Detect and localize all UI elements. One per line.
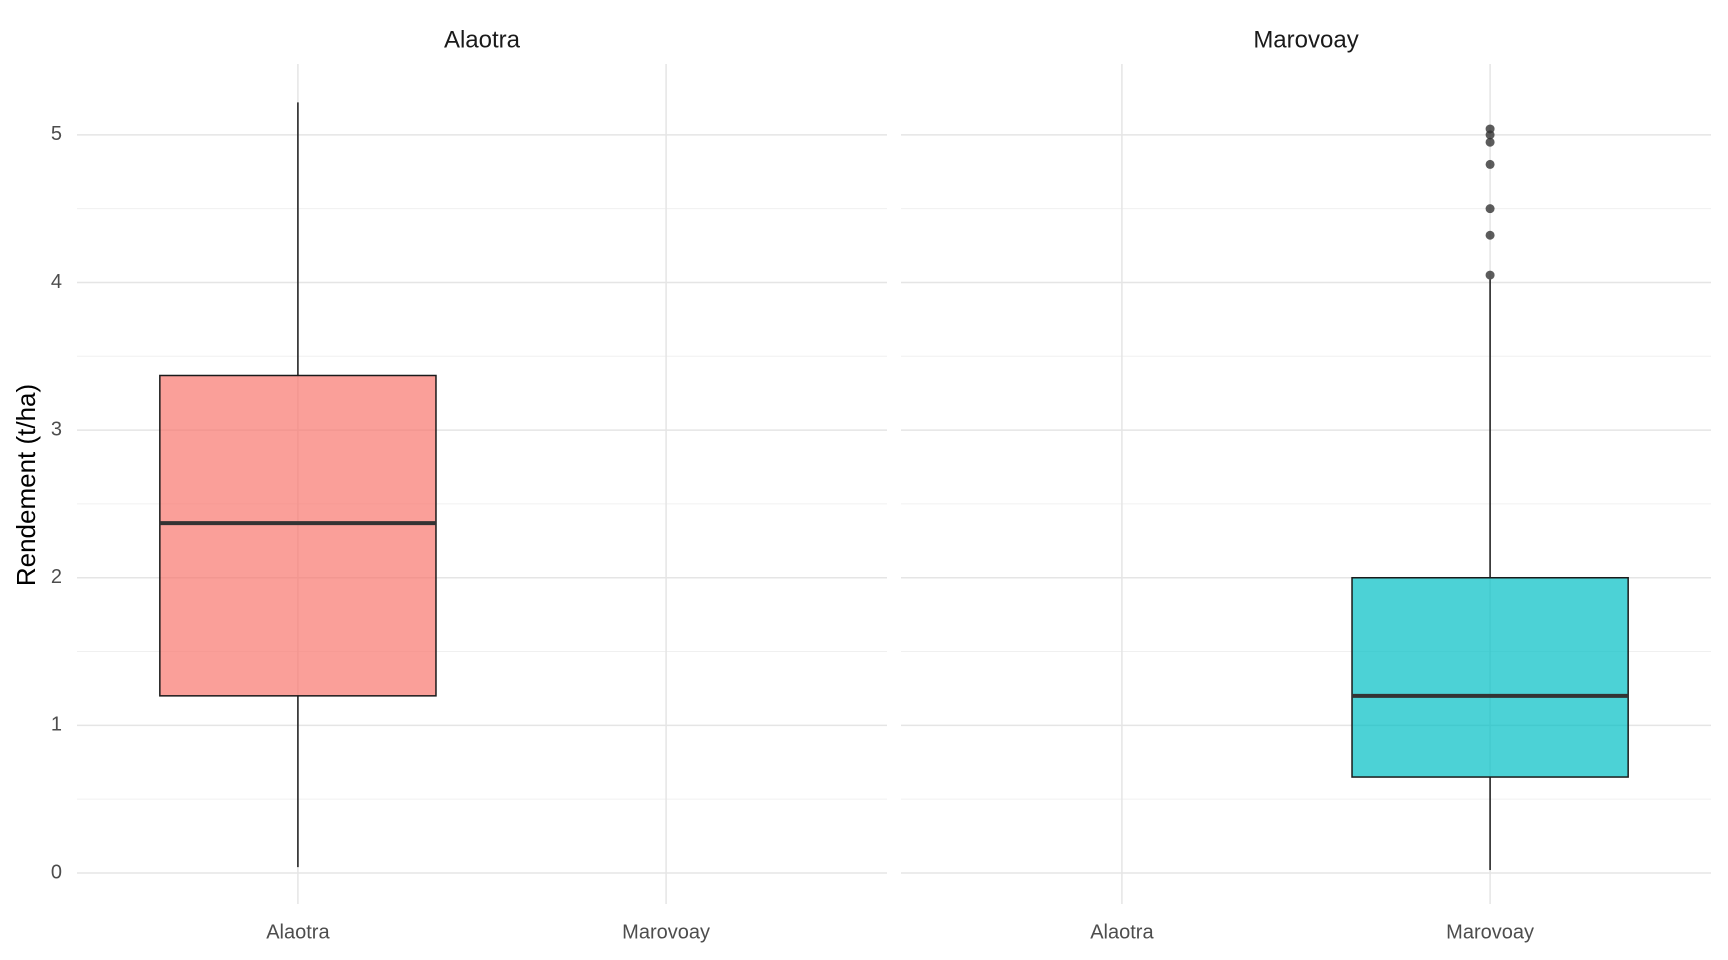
outlier <box>1485 124 1495 134</box>
y-tick-label: 2 <box>51 566 62 588</box>
panel-title: Alaotra <box>444 26 521 53</box>
box <box>159 374 437 697</box>
outlier <box>1485 137 1495 147</box>
panel-title: Marovoay <box>1253 26 1358 53</box>
outlier <box>1485 204 1495 214</box>
x-tick-label: Alaotra <box>266 921 330 943</box>
x-tick-label: Marovoay <box>1446 921 1534 943</box>
y-tick-label: 1 <box>51 714 62 736</box>
outlier <box>1485 270 1495 280</box>
x-tick-label: Marovoay <box>622 921 710 943</box>
y-tick-label: 5 <box>51 123 62 145</box>
y-tick-label: 0 <box>51 861 62 883</box>
outlier <box>1485 159 1495 169</box>
x-tick-label: Alaotra <box>1090 921 1154 943</box>
box <box>1351 576 1629 778</box>
y-tick-label: 3 <box>51 418 62 440</box>
outlier <box>1485 230 1495 240</box>
y-axis-label: Rendement (t/ha) <box>11 384 41 586</box>
y-tick-label: 4 <box>51 271 62 293</box>
